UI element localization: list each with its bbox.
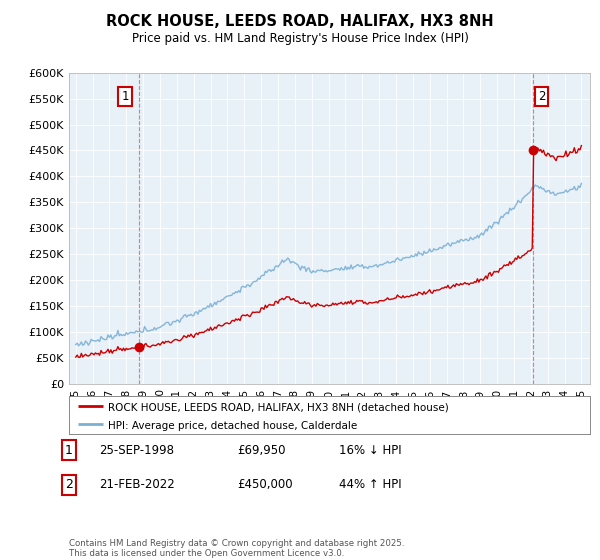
Text: 2: 2 <box>65 478 73 492</box>
Text: 16% ↓ HPI: 16% ↓ HPI <box>339 444 401 457</box>
Text: Contains HM Land Registry data © Crown copyright and database right 2025.
This d: Contains HM Land Registry data © Crown c… <box>69 539 404 558</box>
Text: Price paid vs. HM Land Registry's House Price Index (HPI): Price paid vs. HM Land Registry's House … <box>131 32 469 45</box>
Text: 1: 1 <box>121 90 129 102</box>
Text: ROCK HOUSE, LEEDS ROAD, HALIFAX, HX3 8NH (detached house): ROCK HOUSE, LEEDS ROAD, HALIFAX, HX3 8NH… <box>108 402 449 412</box>
Text: £69,950: £69,950 <box>237 444 286 457</box>
Text: ROCK HOUSE, LEEDS ROAD, HALIFAX, HX3 8NH: ROCK HOUSE, LEEDS ROAD, HALIFAX, HX3 8NH <box>106 14 494 29</box>
Text: £450,000: £450,000 <box>237 478 293 492</box>
Text: 2: 2 <box>538 90 545 102</box>
Text: HPI: Average price, detached house, Calderdale: HPI: Average price, detached house, Cald… <box>108 421 358 431</box>
Text: 21-FEB-2022: 21-FEB-2022 <box>99 478 175 492</box>
Text: 1: 1 <box>65 444 73 457</box>
Text: 25-SEP-1998: 25-SEP-1998 <box>99 444 174 457</box>
Text: 44% ↑ HPI: 44% ↑ HPI <box>339 478 401 492</box>
